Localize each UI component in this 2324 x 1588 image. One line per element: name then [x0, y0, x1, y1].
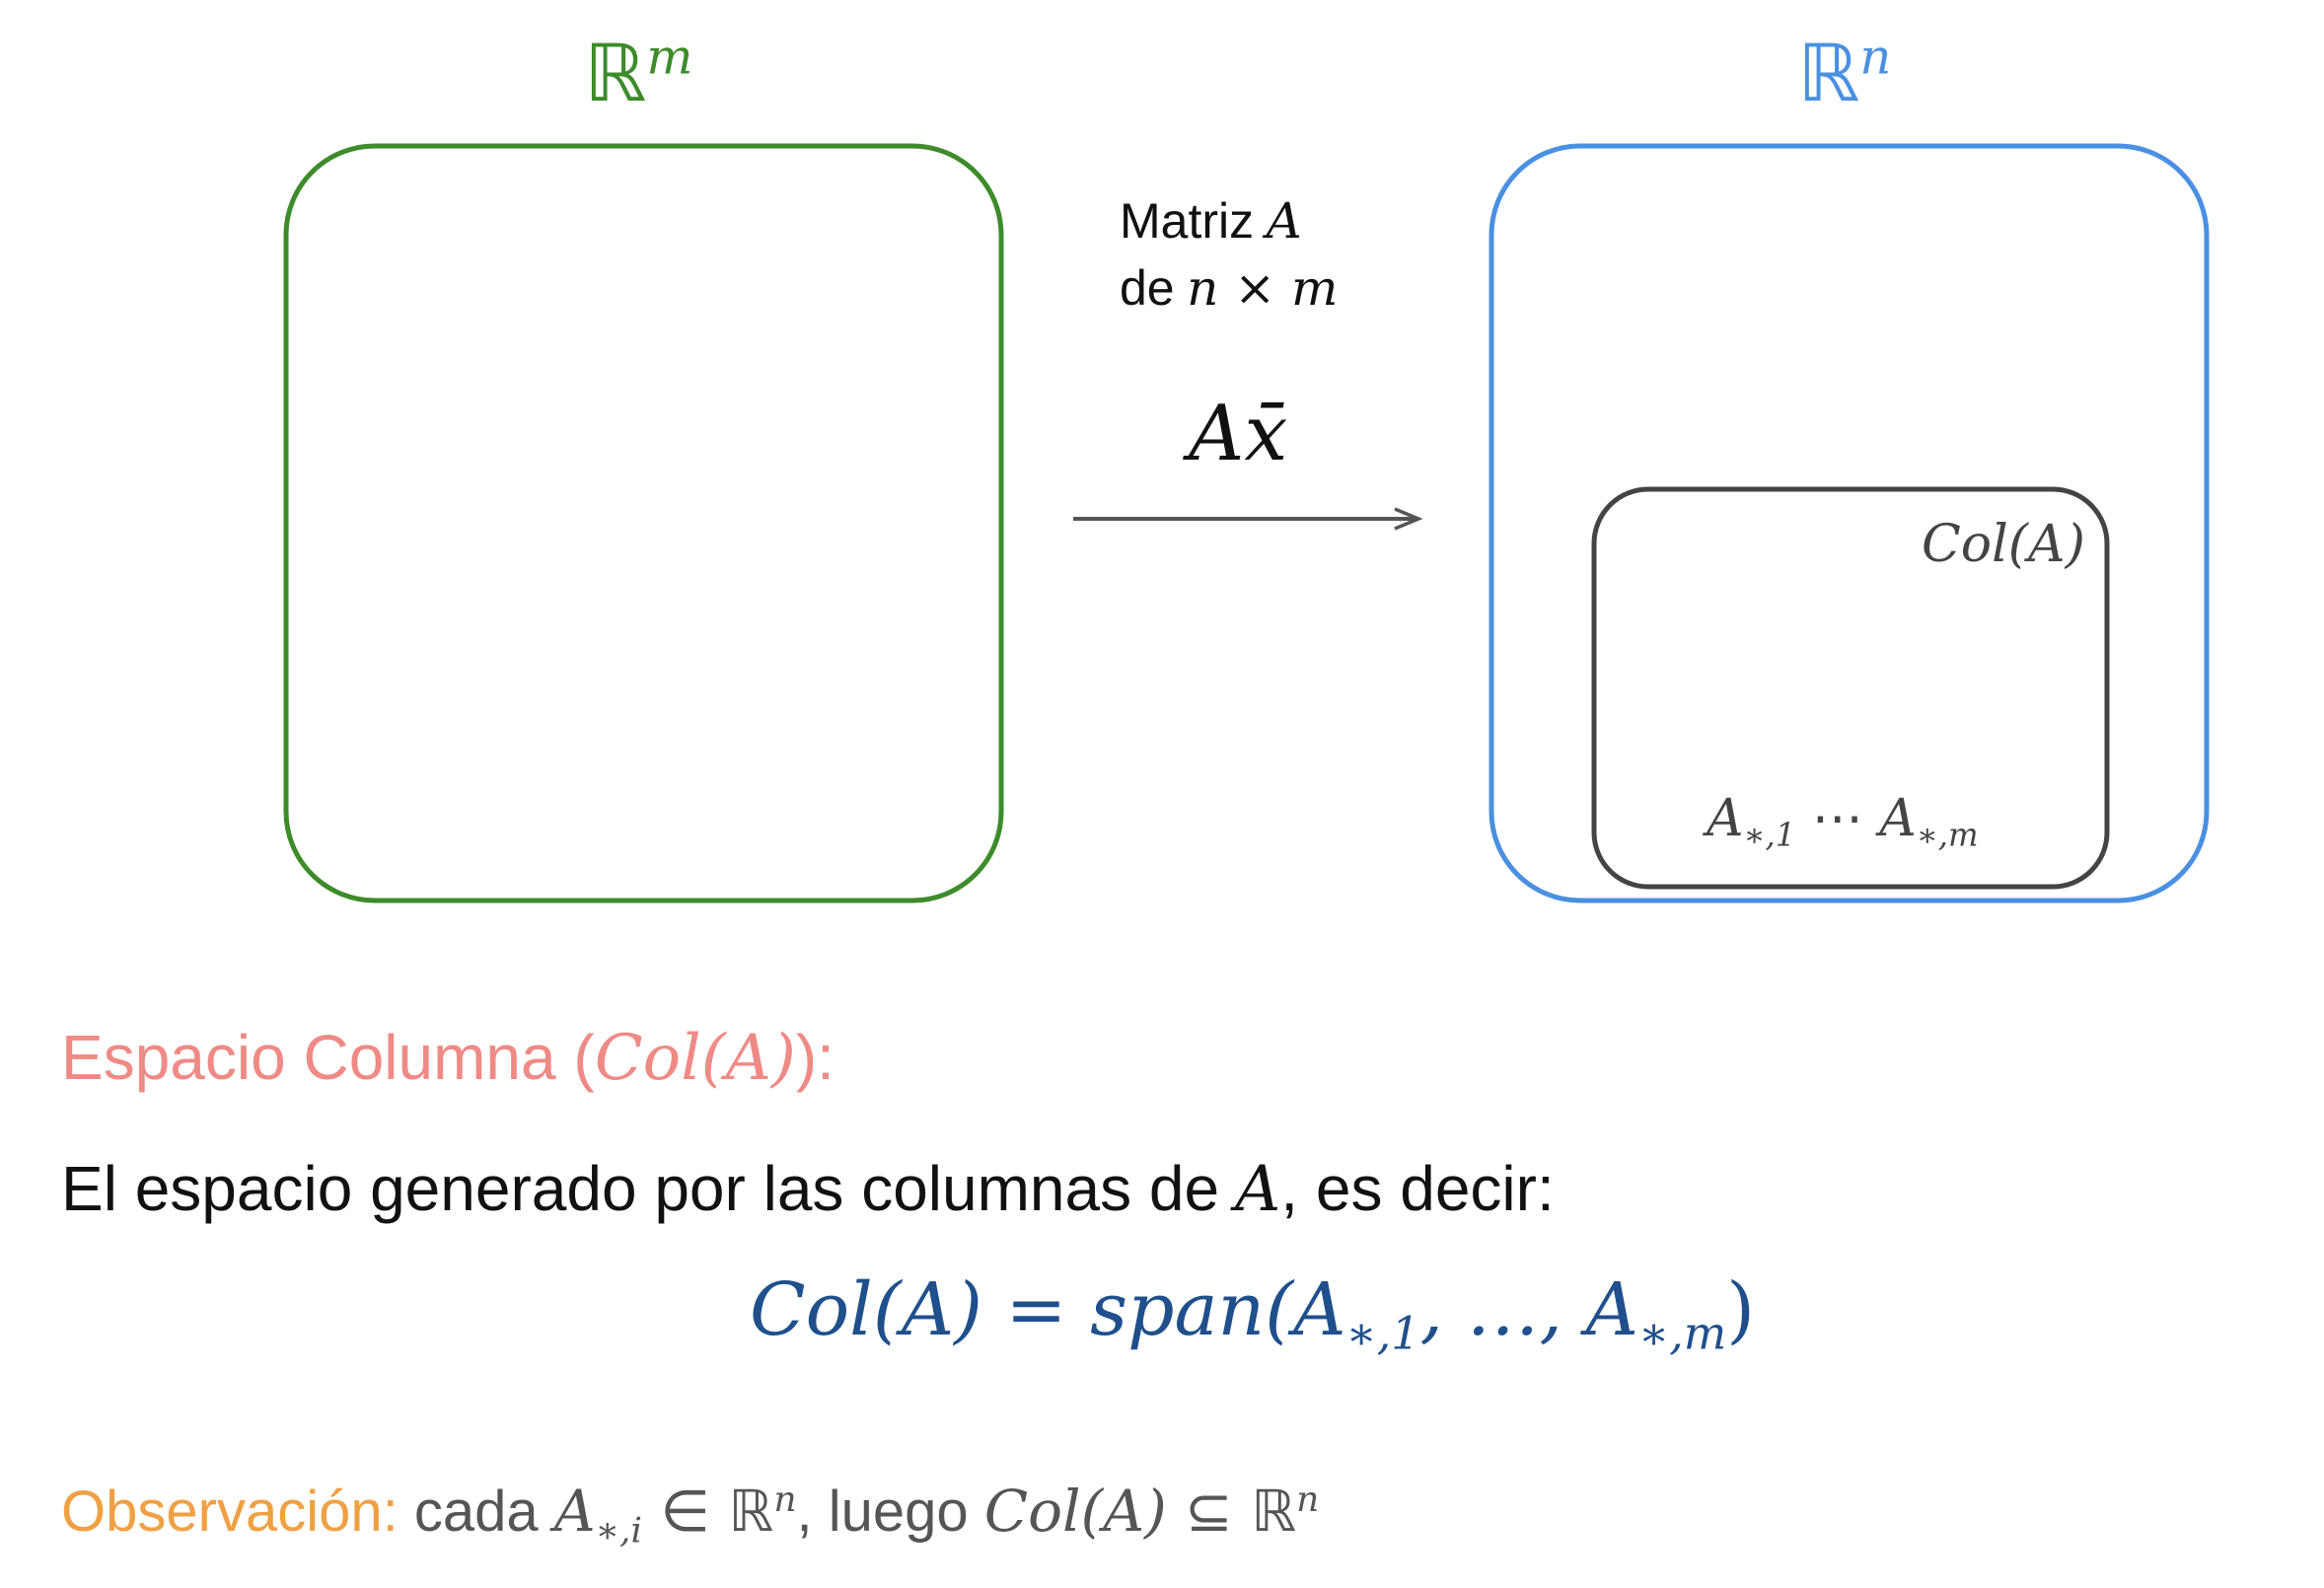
- domain-exponent: m: [646, 28, 693, 86]
- column-space-formula: Col(A) = span(A∗,1, …, A∗,m): [750, 1267, 1756, 1356]
- column-ellipsis: ⋯: [1811, 789, 1863, 848]
- observation-label: Observación:: [61, 1480, 399, 1544]
- formula-middle: , …, A: [1419, 1267, 1639, 1352]
- definition-end: , es decir:: [1280, 1153, 1555, 1224]
- definition-sentence: El espacio generado por las columnas de …: [61, 1152, 1555, 1226]
- heading-text: Espacio Columna (: [61, 1022, 595, 1093]
- observation-exponent-1: n: [773, 1480, 797, 1521]
- matrix-variable: A: [1266, 192, 1302, 250]
- formula-span: span: [1090, 1267, 1266, 1352]
- observation-subscript: ∗,i: [595, 1510, 642, 1552]
- matrix-line-2: de n × m: [1120, 254, 1338, 322]
- formula-equals: =: [982, 1267, 1091, 1352]
- matrix-de-word: de: [1120, 260, 1175, 316]
- formula-close: ): [1726, 1267, 1756, 1352]
- first-column-subscript: ∗,1: [1743, 816, 1796, 854]
- formula-open: (A: [1265, 1267, 1346, 1352]
- observation-colspace: Col(A): [983, 1478, 1167, 1545]
- observation-variable: A: [553, 1478, 596, 1545]
- codomain-set-box: [1489, 143, 2210, 903]
- matrix-dimensions: n × m: [1187, 259, 1339, 317]
- section-heading: Espacio Columna (Col(A)):: [61, 1021, 835, 1095]
- matrix-line-1: Matriz A: [1120, 187, 1338, 254]
- domain-base: ℝ: [584, 28, 647, 119]
- domain-label: ℝm: [584, 28, 692, 120]
- operation-label: Ax̄: [1189, 390, 1288, 478]
- observation-exponent-2: n: [1296, 1480, 1320, 1521]
- domain-set-box: [283, 143, 1004, 903]
- first-column-letter: A: [1707, 789, 1744, 848]
- observation-note: Observación: cada A∗,i ∈ ℝn, luego Col(A…: [61, 1478, 1320, 1549]
- formula-subscript-m: ∗,m: [1638, 1306, 1727, 1360]
- heading-close: ):: [795, 1022, 835, 1093]
- observation-text-2: , luego: [796, 1480, 984, 1544]
- observation-reals-2: ℝ: [1251, 1478, 1297, 1545]
- observation-in-symbol: ∈: [641, 1478, 729, 1545]
- last-column-subscript: ∗,m: [1916, 816, 1979, 854]
- column-space-label: Col(A): [1922, 515, 2085, 574]
- last-column-vector: A∗,m: [1879, 789, 1978, 850]
- codomain-base: ℝ: [1797, 28, 1860, 119]
- heading-math: Col(A): [594, 1022, 796, 1095]
- definition-variable: A: [1235, 1153, 1281, 1226]
- observation-subset-symbol: ⊆: [1166, 1478, 1252, 1545]
- last-column-letter: A: [1879, 789, 1917, 848]
- definition-text: El espacio generado por las columnas de: [61, 1153, 1220, 1224]
- codomain-exponent: n: [1859, 28, 1892, 86]
- column-vectors: A∗,1 ⋯ A∗,m: [1707, 789, 1979, 850]
- matrix-word: Matriz: [1120, 193, 1255, 249]
- observation-reals-1: ℝ: [728, 1478, 774, 1545]
- matrix-description: Matriz A de n × m: [1120, 187, 1338, 322]
- formula-lhs: Col(A): [750, 1267, 983, 1352]
- formula-subscript-1: ∗,1: [1345, 1306, 1420, 1360]
- column-space-box: [1591, 486, 2110, 890]
- codomain-label: ℝn: [1797, 28, 1891, 120]
- observation-text-1: cada: [398, 1480, 554, 1544]
- first-column-vector: A∗,1: [1707, 789, 1795, 850]
